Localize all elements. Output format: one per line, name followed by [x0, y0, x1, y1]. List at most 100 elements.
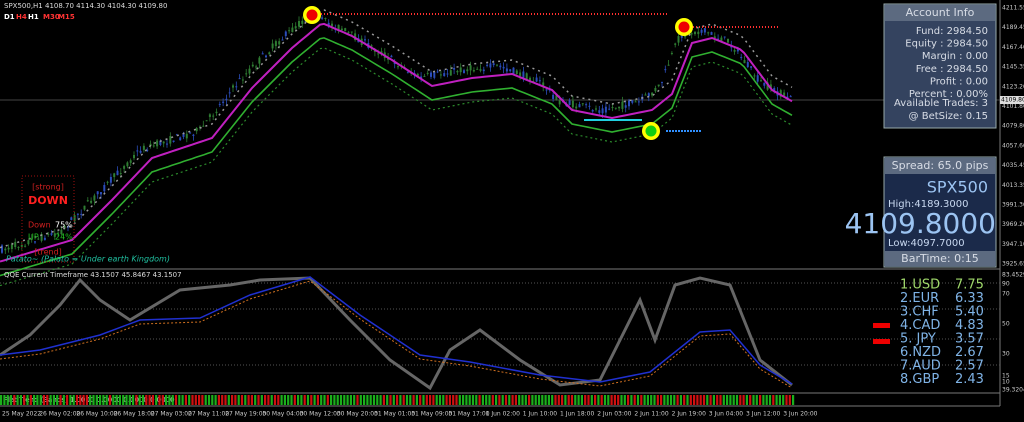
candle [512, 67, 515, 75]
candle [703, 28, 706, 33]
flat-trend-bar [551, 395, 554, 405]
signal-direction: DOWN [28, 194, 68, 207]
marker [873, 323, 890, 328]
candle [604, 106, 607, 113]
flat-trend-bar [429, 395, 432, 405]
candle [661, 81, 663, 83]
candle [103, 184, 106, 192]
time-label: 27 May 11:00 [188, 411, 229, 418]
candle [152, 145, 155, 147]
flat-trend-bar [171, 395, 174, 405]
flat-trend-bar [782, 395, 785, 405]
flat-trend-bar [749, 395, 752, 405]
candle [83, 205, 86, 210]
flat-trend-bar [600, 395, 603, 405]
timeframe-button[interactable]: M15 [58, 13, 75, 21]
candle [67, 226, 69, 228]
flat-trend-bar [386, 395, 389, 405]
flat-trend-bar [587, 395, 590, 405]
flat-trend-bar [181, 395, 184, 405]
candle [459, 67, 462, 73]
time-label: 27 May 03:00 [151, 411, 192, 418]
flat-trend-bar [9, 395, 13, 405]
candle [472, 70, 475, 72]
flat-trend-bar [198, 395, 201, 405]
flat-trend-bar [82, 395, 85, 405]
time-label: 30 May 04:00 [262, 411, 303, 418]
flat-trend-bar [39, 395, 42, 405]
candle [624, 105, 627, 108]
flat-trend-bar [531, 395, 534, 405]
flat-trend-bar [333, 395, 336, 405]
candle [727, 38, 729, 43]
flat-trend-bar [389, 395, 392, 405]
candle [146, 149, 149, 152]
flat-trend-bar [396, 395, 399, 405]
flat-trend-bar [419, 395, 422, 405]
time-label: 26 May 10:00 [76, 411, 117, 418]
timeframe-button[interactable]: H4 [16, 13, 27, 21]
candle [453, 68, 456, 70]
candle [463, 70, 465, 74]
candle [30, 238, 33, 240]
flat-trend-bar [287, 395, 290, 405]
candle [502, 66, 505, 69]
flat-trend-bar [435, 395, 438, 405]
candle [789, 96, 792, 98]
time-label: 3 Jun 04:00 [709, 411, 743, 418]
candle [261, 53, 264, 55]
flat-trend-bar [277, 395, 280, 405]
flat-trend-bar [696, 395, 699, 405]
flat-trend-bar [3, 395, 6, 405]
flat-trend-bar [108, 395, 112, 405]
flat-trend-bar [201, 395, 204, 405]
flat-trend-bar [636, 395, 640, 405]
candle [377, 53, 380, 55]
price-label: 4079.80 [1002, 123, 1024, 130]
candle [677, 36, 680, 43]
flat-trend-bar [16, 395, 19, 405]
candle [505, 68, 508, 72]
candle [529, 77, 531, 82]
candle [773, 88, 776, 91]
flat-trend-bar [145, 395, 148, 405]
candle [80, 213, 83, 215]
time-label: 3 Jun 12:00 [746, 411, 780, 418]
candle [156, 140, 159, 147]
flat-trend-bar [623, 395, 626, 405]
candle [492, 63, 495, 66]
flat-trend-bar [369, 395, 372, 405]
time-label: 2 Jun 11:00 [634, 411, 668, 418]
candle [225, 98, 228, 101]
flat-trend-bar [204, 395, 207, 405]
flat-trend-bar [669, 395, 673, 405]
flat-trend-bar [165, 395, 168, 405]
flat-trend-bar [240, 395, 244, 405]
flat-trend-bar [320, 395, 323, 405]
qqe-line [0, 276, 793, 385]
flat-trend-bar [768, 395, 772, 405]
candle [733, 50, 736, 52]
candle [598, 110, 601, 113]
timeframe-button[interactable]: D1 [4, 13, 15, 21]
candle [558, 100, 561, 105]
flat-trend-bar [762, 395, 765, 405]
flat-trend-bar [471, 395, 475, 405]
timeframe-button[interactable]: M30 [43, 13, 60, 21]
timeframe-button[interactable]: H1 [28, 13, 39, 21]
flat-trend-bar [178, 395, 181, 405]
flat-trend-bar [712, 395, 715, 405]
flat-trend-bar [257, 395, 260, 405]
flat-trend-bar [521, 395, 524, 405]
candle [182, 133, 185, 137]
price-label: 3947.10 [1002, 241, 1024, 248]
flat-trend-bar [118, 395, 121, 405]
candle [50, 233, 53, 235]
candle [694, 31, 696, 35]
signal-dot [645, 125, 657, 137]
candle [496, 64, 498, 66]
account-title: Account Info [906, 6, 975, 19]
flat-trend-bar [112, 395, 115, 405]
account-title-bar [885, 5, 995, 21]
